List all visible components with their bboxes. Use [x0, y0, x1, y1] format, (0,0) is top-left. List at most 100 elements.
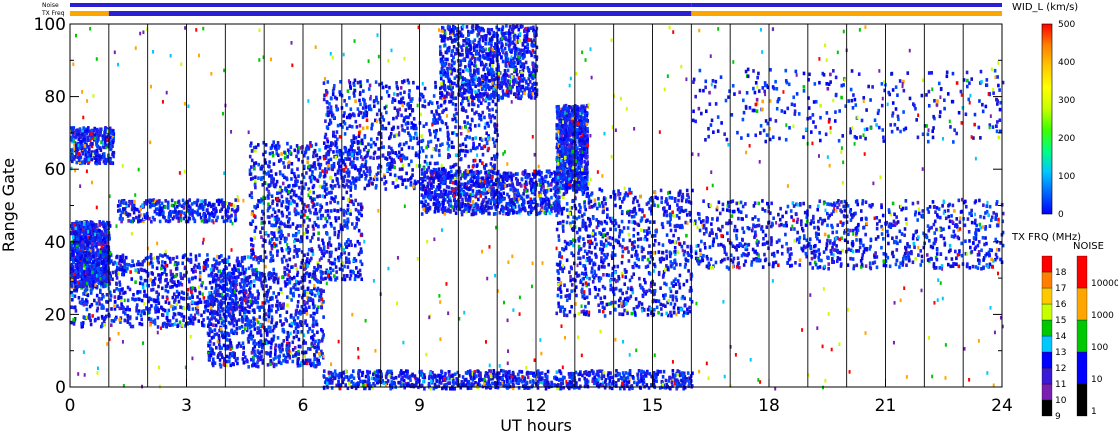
data-point	[253, 162, 256, 166]
data-point	[72, 236, 75, 240]
data-point	[286, 331, 289, 335]
data-point	[228, 356, 231, 360]
data-point	[261, 217, 264, 221]
data-point	[197, 199, 200, 203]
data-point	[281, 323, 284, 327]
data-point	[157, 325, 160, 329]
data-point	[138, 262, 141, 266]
data-point	[191, 202, 194, 206]
data-point	[320, 205, 323, 209]
data-point	[269, 359, 272, 363]
data-point	[336, 178, 339, 182]
data-point	[306, 291, 309, 295]
data-point	[324, 119, 327, 123]
data-point	[72, 318, 75, 322]
data-point	[336, 130, 339, 134]
data-point	[261, 346, 264, 350]
data-point	[455, 103, 458, 107]
data-point	[297, 174, 300, 178]
data-point	[309, 176, 312, 180]
data-point	[434, 85, 437, 89]
data-point	[129, 270, 132, 274]
data-point	[295, 226, 298, 230]
data-point	[261, 285, 264, 289]
data-point	[357, 240, 360, 244]
data-point	[261, 226, 264, 230]
data-point	[357, 107, 360, 111]
data-point	[247, 310, 250, 314]
data-point	[123, 269, 126, 273]
data-point	[230, 203, 233, 207]
data-point	[335, 97, 338, 101]
data-point	[101, 242, 104, 246]
data-point	[306, 216, 309, 220]
data-point	[289, 258, 292, 262]
data-point	[110, 294, 113, 298]
data-point	[288, 269, 291, 273]
data-point	[339, 135, 342, 139]
data-point	[190, 290, 193, 294]
data-point	[481, 111, 484, 115]
data-point	[267, 363, 270, 367]
data-point	[321, 339, 324, 343]
data-point	[269, 362, 272, 366]
data-point	[193, 201, 196, 205]
data-point	[169, 260, 172, 264]
data-point	[308, 327, 311, 331]
data-point	[477, 104, 480, 108]
data-point	[87, 221, 90, 225]
data-point	[271, 176, 274, 180]
data-point	[300, 265, 303, 269]
data-point	[119, 259, 122, 263]
data-point	[214, 328, 217, 332]
data-point	[284, 284, 287, 288]
data-point	[269, 286, 272, 290]
data-point	[264, 318, 267, 322]
data-point	[305, 205, 308, 209]
data-point	[116, 255, 119, 259]
data-point	[347, 217, 350, 221]
data-point	[239, 283, 242, 287]
data-point	[445, 107, 448, 111]
data-point	[311, 342, 314, 346]
data-point	[275, 217, 278, 221]
data-point	[277, 292, 280, 296]
data-point	[268, 174, 271, 178]
data-point	[296, 267, 299, 271]
data-point	[311, 329, 314, 333]
data-point	[137, 297, 140, 301]
data-point	[472, 165, 475, 169]
data-point	[242, 341, 245, 345]
data-point	[123, 265, 126, 269]
data-point	[493, 116, 496, 120]
data-point	[270, 308, 273, 312]
data-point	[308, 305, 311, 309]
data-point	[102, 221, 105, 225]
data-point	[309, 239, 312, 243]
data-point	[150, 253, 153, 257]
data-point	[344, 150, 347, 154]
data-point	[488, 102, 491, 106]
data-point	[260, 167, 263, 171]
data-point	[447, 147, 450, 151]
data-point	[281, 275, 284, 279]
data-point	[164, 253, 167, 257]
data-point	[267, 273, 270, 277]
data-point	[241, 257, 244, 261]
data-point	[123, 259, 126, 263]
data-point	[249, 169, 252, 173]
data-point	[351, 222, 354, 226]
data-point	[95, 159, 98, 163]
txfreq-bar-segment	[109, 11, 692, 16]
data-point	[310, 180, 313, 184]
data-point	[398, 108, 401, 112]
data-point	[202, 205, 205, 209]
data-point	[80, 251, 83, 255]
data-point	[210, 272, 213, 276]
data-point	[329, 267, 332, 271]
data-point	[326, 232, 329, 236]
top-status-bars	[70, 3, 1002, 16]
data-point	[191, 213, 194, 217]
data-point	[219, 209, 222, 213]
data-point	[297, 316, 300, 320]
